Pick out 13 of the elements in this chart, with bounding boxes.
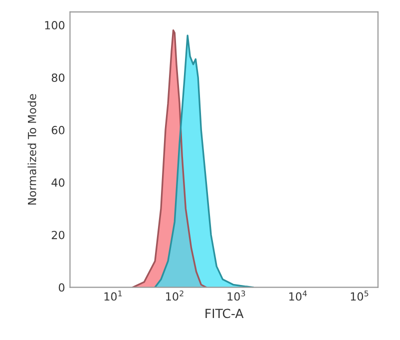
- y-axis-title: Normalized To Mode: [28, 94, 36, 205]
- y-tick-label: 60: [52, 126, 64, 134]
- y-tick-label: 20: [52, 230, 64, 240]
- x-tick-label: 10$^{1}$: [104, 290, 122, 301]
- y-tick-label: 80: [52, 73, 64, 82]
- x-tick-label: 10$^{4}$: [289, 290, 307, 301]
- y-tick-label: 0: [58, 283, 64, 292]
- x-tick-label: 10$^{2}$: [166, 290, 184, 301]
- x-tick-label: 10$^{3}$: [228, 290, 246, 301]
- x-axis-title: FITC-A: [206, 308, 244, 318]
- x-tick-label: 10$^{5}$: [350, 290, 368, 301]
- y-tick-label: 40: [52, 178, 64, 187]
- y-tick-label: 100: [45, 20, 64, 30]
